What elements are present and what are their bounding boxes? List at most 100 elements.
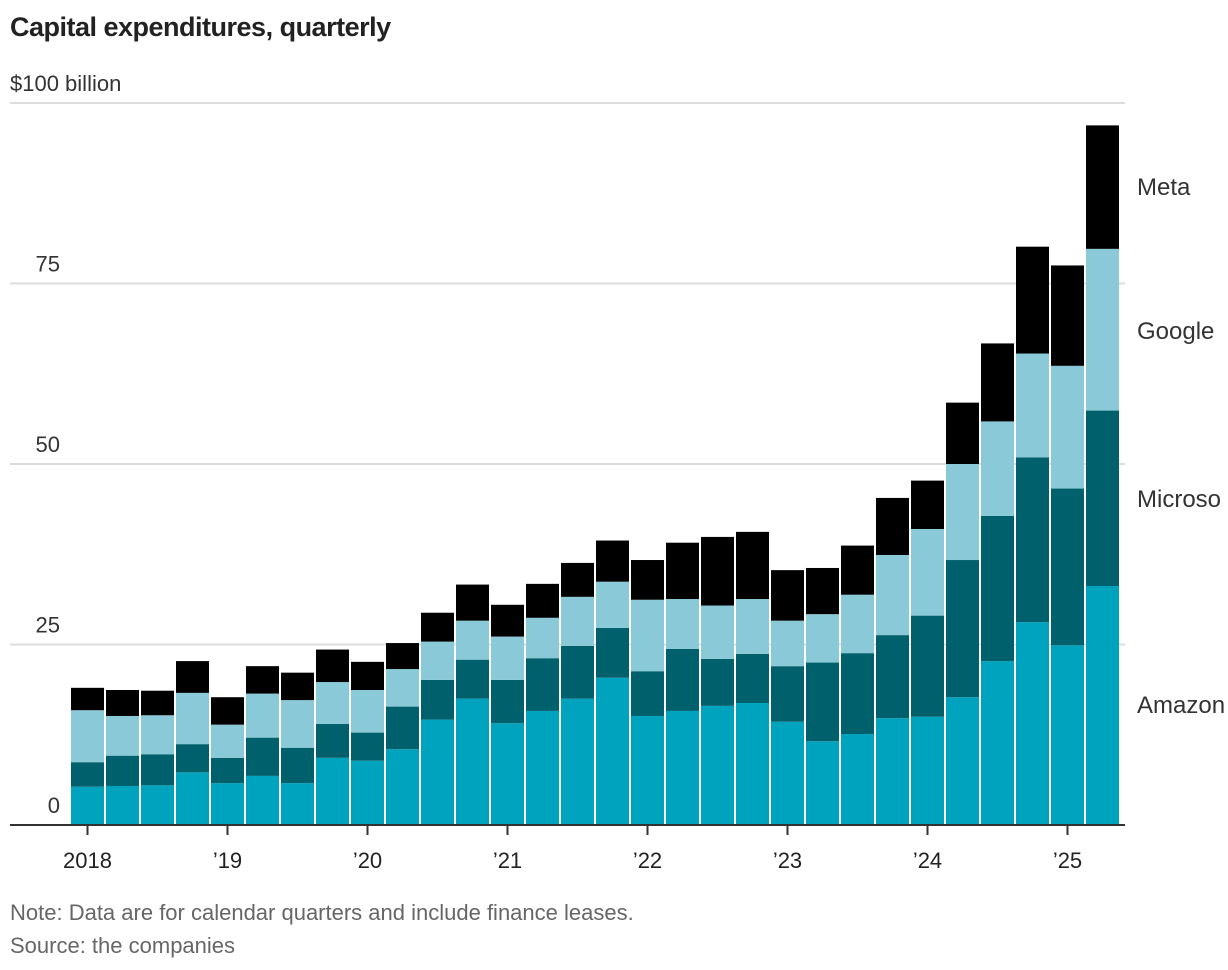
bar-google <box>946 464 979 561</box>
bar-meta <box>211 697 244 725</box>
bar-amazon <box>736 702 769 825</box>
bar-amazon <box>316 757 349 825</box>
bar-microsoft <box>281 747 314 784</box>
x-tick-label: 2018 <box>63 848 112 873</box>
bar-amazon <box>491 723 524 825</box>
x-axis: 2018 ’19 ’20 ’21 ’22 ’23 ’24 ’25 <box>10 824 1125 873</box>
bar-microsoft <box>946 560 979 698</box>
bar-amazon <box>106 786 139 825</box>
bar-amazon <box>1016 622 1049 825</box>
bar-google <box>596 581 629 628</box>
bar-microsoft <box>806 662 839 742</box>
bar-microsoft <box>106 755 139 787</box>
bar-amazon <box>526 710 559 825</box>
bar-microsoft <box>771 666 804 722</box>
bar-google <box>1016 353 1049 458</box>
bar-google <box>316 682 349 724</box>
bar-microsoft <box>526 658 559 711</box>
x-tick-label: ’25 <box>1053 848 1082 873</box>
bar-meta <box>1016 246 1049 354</box>
bar-google <box>736 599 769 654</box>
x-tick-label: ’24 <box>913 848 942 873</box>
bar-google <box>491 636 524 680</box>
bar-meta <box>596 540 629 582</box>
bar-amazon <box>281 783 314 825</box>
chart-source: Source: the companies <box>10 933 236 958</box>
bar-meta <box>981 343 1014 422</box>
bar-microsoft <box>71 762 104 787</box>
bar-google <box>666 599 699 649</box>
bar-google <box>1051 365 1084 489</box>
bar-microsoft <box>876 635 909 719</box>
bar-amazon <box>876 718 909 825</box>
bar-google <box>71 710 104 763</box>
bar-microsoft <box>596 627 629 678</box>
series-label: Meta <box>1137 174 1191 201</box>
bar-google <box>246 693 279 738</box>
bar-amazon <box>561 698 594 825</box>
bar-microsoft <box>456 659 489 699</box>
bar-meta <box>141 690 174 716</box>
bar-amazon <box>631 715 664 825</box>
bar-google <box>876 554 909 636</box>
bar-meta <box>876 497 909 555</box>
bar-meta <box>561 562 594 597</box>
bar-microsoft <box>1086 410 1119 587</box>
bar-amazon <box>701 705 734 825</box>
bar-microsoft <box>421 679 454 720</box>
bar-meta <box>631 560 664 600</box>
bar-amazon <box>1051 645 1084 825</box>
bar-microsoft <box>631 671 664 716</box>
bar-amazon <box>806 741 839 825</box>
bar-google <box>631 599 664 672</box>
bar-google <box>981 421 1014 516</box>
bar-amazon <box>1086 586 1119 825</box>
x-tick-label: ’22 <box>633 848 662 873</box>
bar-google <box>351 689 384 733</box>
y-tick-label: 75 <box>36 252 60 277</box>
bar-amazon <box>386 749 419 825</box>
bar-amazon <box>771 721 804 825</box>
bar-meta <box>526 583 559 618</box>
bar-meta <box>421 612 454 642</box>
bar-amazon <box>351 760 384 825</box>
bar-meta <box>491 604 524 637</box>
x-tick-label: ’23 <box>773 848 802 873</box>
bar-microsoft <box>491 679 524 724</box>
bar-microsoft <box>351 732 384 761</box>
series-label: Microso <box>1137 486 1221 513</box>
bar-meta <box>666 542 699 600</box>
bar-google <box>1086 248 1119 411</box>
x-tick-label: ’21 <box>493 848 522 873</box>
bar-google <box>771 620 804 667</box>
bar-microsoft <box>141 754 174 786</box>
bar-amazon <box>141 785 174 825</box>
bar-microsoft <box>246 737 279 776</box>
series-label: Google <box>1137 318 1214 345</box>
bar-amazon <box>981 661 1014 825</box>
y-tick-label: 0 <box>48 793 60 818</box>
bar-google <box>911 528 944 616</box>
bar-google <box>281 700 314 748</box>
bar-meta <box>106 689 139 716</box>
bar-amazon <box>456 698 489 825</box>
bar-google <box>526 617 559 659</box>
bar-meta <box>71 687 104 711</box>
y-tick-label: 50 <box>36 432 60 457</box>
bar-microsoft <box>561 645 594 699</box>
bar-meta <box>176 661 209 693</box>
bar-meta <box>701 536 734 606</box>
bar-amazon <box>421 719 454 825</box>
chart-note: Note: Data are for calendar quarters and… <box>10 900 634 925</box>
bar-meta <box>351 661 384 690</box>
bar-meta <box>316 649 349 683</box>
bar-meta <box>456 584 489 621</box>
bar-amazon <box>911 716 944 825</box>
bar-meta <box>1051 265 1084 366</box>
bar-meta <box>771 570 804 621</box>
bar-meta <box>911 480 944 529</box>
bar-google <box>141 715 174 755</box>
bar-google <box>701 605 734 659</box>
bar-amazon <box>841 734 874 825</box>
